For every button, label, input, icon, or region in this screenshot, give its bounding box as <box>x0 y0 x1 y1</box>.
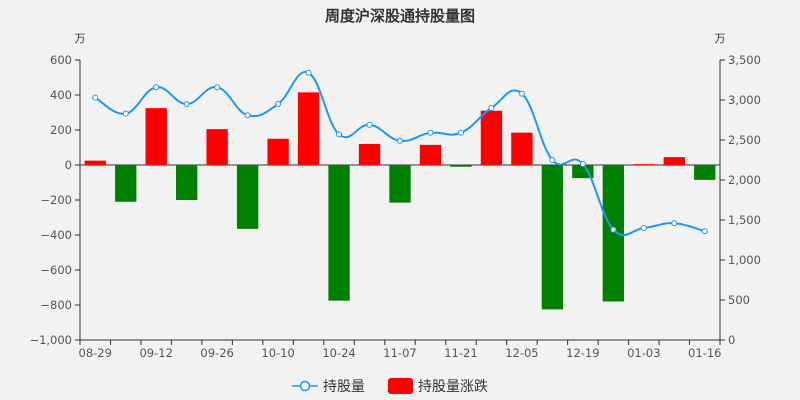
legend[interactable]: 持股量 持股量涨跌 <box>292 378 488 395</box>
legend-item-bar[interactable]: 持股量涨跌 <box>388 378 488 395</box>
bar <box>389 165 411 203</box>
x-axis-tick-label: 11-21 <box>444 346 477 360</box>
x-axis-tick-label: 08-29 <box>79 346 112 360</box>
bar <box>511 132 533 165</box>
left-axis-tick-label: 400 <box>50 88 72 102</box>
line-point <box>397 137 403 144</box>
left-axis-tick-label: −600 <box>40 263 72 277</box>
line-point <box>275 101 282 107</box>
bar <box>450 165 472 167</box>
bar <box>480 110 503 165</box>
line-point <box>214 84 221 91</box>
bar <box>328 165 350 301</box>
x-axis-tick-label: 12-19 <box>566 346 599 360</box>
legend-bar-swatch <box>388 378 413 394</box>
left-axis-unit: 万 <box>75 32 86 45</box>
x-axis-tick-label: 12-05 <box>505 346 538 360</box>
chart-title: 周度沪深股通持股量图 <box>325 7 475 25</box>
bar <box>602 165 624 302</box>
bar <box>236 165 259 229</box>
x-axis-tick-label: 10-10 <box>261 346 294 360</box>
right-axis-tick-label: 500 <box>728 293 750 307</box>
line-point <box>183 101 190 107</box>
bar <box>267 138 289 165</box>
bar <box>694 165 716 180</box>
line-point <box>427 129 434 136</box>
line-point <box>244 112 251 119</box>
x-axis-tick-label: 09-12 <box>139 346 172 360</box>
line-series <box>92 69 708 237</box>
line-point <box>366 121 373 128</box>
right-axis-tick-label: 2,000 <box>728 173 761 187</box>
line-point <box>92 94 99 101</box>
left-axis-tick-label: 0 <box>65 158 72 172</box>
left-axis-tick-label: 600 <box>50 53 72 67</box>
x-axis-tick-label: 09-26 <box>200 346 233 360</box>
bar <box>541 165 564 310</box>
bar <box>206 129 228 165</box>
bar <box>145 108 167 165</box>
line-point <box>518 90 525 97</box>
line-point <box>122 110 129 117</box>
left-axis-tick-label: −1,000 <box>29 333 72 347</box>
bar <box>419 144 442 165</box>
line-point <box>579 161 586 167</box>
bar <box>297 92 320 165</box>
line-point <box>610 226 617 233</box>
left-axis-tick-label: −800 <box>40 298 72 312</box>
legend-line-marker <box>299 380 311 392</box>
line-point <box>640 225 647 231</box>
left-axis-tick-label: −200 <box>40 193 72 207</box>
bar <box>633 164 655 166</box>
right-axis-unit: 万 <box>715 32 726 45</box>
bar <box>115 165 137 202</box>
x-axis-tick-label: 10-24 <box>322 346 355 360</box>
legend-item-line[interactable]: 持股量 <box>292 379 365 395</box>
right-axis-tick-label: 0 <box>728 333 735 347</box>
right-axis-tick-label: 3,000 <box>728 93 761 107</box>
line-point <box>488 105 495 111</box>
bar <box>176 165 198 200</box>
right-axis-tick-label: 3,500 <box>728 53 761 67</box>
x-axis-tick-label: 11-07 <box>383 346 416 360</box>
x-axis-ticks: 08-29 09-12 09-26 10-10 10-24 11-07 11-21 12-05… <box>79 339 721 360</box>
line-point <box>305 69 312 76</box>
bar-series <box>84 92 716 310</box>
right-axis-tick-label: 1,500 <box>728 213 761 227</box>
right-axis-tick-label: 1,000 <box>728 253 761 267</box>
x-axis-tick-label: 01-03 <box>627 346 660 360</box>
x-axis-tick-label: 01-16 <box>688 346 721 360</box>
right-axis-tick-label: 2,500 <box>728 133 761 147</box>
line-point <box>671 220 678 227</box>
bar <box>663 157 685 165</box>
bar <box>84 160 106 165</box>
left-axis-tick-label: 200 <box>50 123 72 137</box>
line-point <box>457 129 464 136</box>
legend-label-bar: 持股量涨跌 <box>418 379 488 395</box>
line-point <box>701 228 708 235</box>
line-point <box>336 131 343 138</box>
left-axis-tick-label: −400 <box>40 228 72 242</box>
line-point <box>153 84 160 91</box>
bar <box>358 144 381 165</box>
line-point <box>549 157 556 163</box>
legend-label-line: 持股量 <box>323 379 365 395</box>
